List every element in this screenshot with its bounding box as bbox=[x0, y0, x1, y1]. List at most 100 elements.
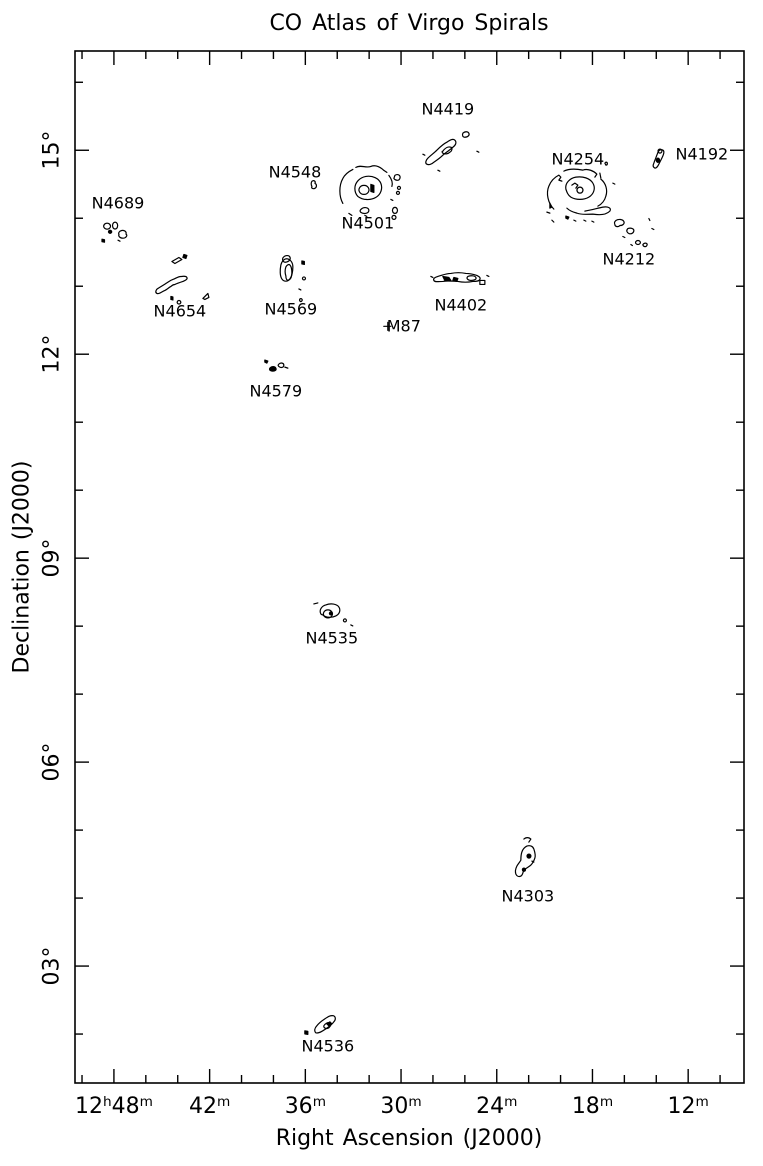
galaxy-contour bbox=[430, 272, 490, 286]
x-axis-title: Right Ascension (J2000) bbox=[275, 1126, 543, 1151]
contour-path bbox=[391, 206, 399, 214]
contour-path bbox=[476, 150, 480, 153]
contour-path bbox=[348, 212, 353, 217]
contour-path bbox=[390, 198, 394, 202]
contour-path bbox=[433, 272, 481, 283]
y-tick-label: 06° bbox=[39, 742, 65, 782]
contour-path bbox=[298, 288, 302, 291]
contour-path bbox=[364, 214, 368, 218]
contour-path bbox=[430, 275, 434, 279]
contour-path bbox=[396, 185, 402, 190]
y-tick-label: 15° bbox=[39, 130, 65, 170]
galaxy-contour bbox=[101, 221, 128, 243]
galaxy-label: N4402 bbox=[434, 295, 488, 315]
contour-path bbox=[388, 174, 393, 188]
contour-path bbox=[301, 276, 307, 281]
contour-path bbox=[549, 202, 553, 209]
galaxy-contour bbox=[279, 254, 307, 303]
plot-frame bbox=[74, 50, 745, 1084]
galaxy-contour bbox=[155, 253, 210, 305]
galaxy-label: N4548 bbox=[268, 162, 322, 182]
contour-path bbox=[486, 274, 490, 278]
contour-path bbox=[171, 256, 183, 265]
contour-path bbox=[103, 222, 112, 230]
galaxy-label: N4254 bbox=[551, 149, 605, 169]
contour-path bbox=[326, 1021, 333, 1027]
contour-path bbox=[393, 174, 401, 181]
contour-path bbox=[322, 609, 334, 619]
x-tick-label: 12h48m bbox=[74, 1093, 153, 1119]
contour-path bbox=[604, 161, 608, 166]
contour-path bbox=[176, 299, 182, 305]
contour-path bbox=[359, 207, 370, 215]
x-tick-label: 24m bbox=[476, 1093, 518, 1119]
contour-path bbox=[319, 603, 341, 618]
contour-path bbox=[117, 239, 121, 242]
contour-path bbox=[655, 157, 661, 164]
contour-path bbox=[441, 146, 453, 155]
galaxy-label: N4689 bbox=[91, 193, 145, 213]
contour-path bbox=[652, 149, 665, 169]
contour-path bbox=[284, 263, 293, 281]
contour-path bbox=[301, 260, 305, 266]
galaxy-contour bbox=[546, 161, 616, 223]
galaxy-label: N4536 bbox=[301, 1036, 355, 1056]
contour-path bbox=[565, 215, 570, 220]
contour-path bbox=[202, 292, 210, 301]
contour-path bbox=[521, 867, 527, 872]
contour-path bbox=[299, 298, 303, 303]
contour-path bbox=[111, 221, 119, 230]
contour-path bbox=[546, 174, 563, 210]
contour-path bbox=[264, 359, 269, 364]
galaxy-contour bbox=[652, 148, 665, 169]
chart-title: CO Atlas of Virgo Spirals bbox=[269, 11, 549, 36]
contour-path bbox=[583, 219, 587, 222]
contour-path bbox=[355, 165, 388, 174]
contour-path bbox=[514, 845, 536, 878]
y-tick-label: 09° bbox=[39, 538, 65, 578]
galaxy-contour bbox=[304, 1015, 336, 1035]
contour-path bbox=[304, 1030, 309, 1035]
contour-path bbox=[182, 253, 188, 260]
contour-path bbox=[626, 227, 635, 235]
galaxy-contour bbox=[514, 836, 536, 878]
contour-path bbox=[461, 131, 470, 138]
contour-path bbox=[612, 182, 616, 185]
contour-path bbox=[657, 148, 663, 154]
galaxy-label: N4303 bbox=[501, 886, 555, 906]
galaxy-label: N4579 bbox=[249, 381, 303, 401]
contour-path bbox=[563, 168, 598, 178]
y-tick-label: 03° bbox=[39, 946, 65, 986]
galaxy-contour bbox=[310, 180, 318, 190]
contour-path bbox=[284, 366, 289, 369]
contour-path bbox=[101, 238, 106, 243]
contour-path bbox=[613, 218, 625, 228]
contour-path bbox=[531, 860, 535, 863]
contour-path bbox=[452, 276, 459, 283]
x-tick-label: 36m bbox=[284, 1093, 326, 1119]
galaxy-label: N4212 bbox=[602, 249, 656, 269]
contour-path bbox=[546, 211, 551, 214]
contour-path bbox=[565, 176, 595, 200]
contour-path bbox=[442, 275, 452, 282]
contour-path bbox=[571, 182, 579, 189]
contour-path bbox=[591, 220, 595, 223]
contour-path bbox=[551, 219, 555, 223]
contour-path bbox=[358, 184, 370, 195]
galaxy-label: N4569 bbox=[264, 299, 318, 319]
contour-path bbox=[648, 217, 651, 222]
contour-path bbox=[526, 853, 532, 859]
contour-path bbox=[479, 279, 486, 286]
contour-path bbox=[523, 836, 532, 843]
galaxy-label: N4419 bbox=[421, 99, 475, 119]
contour-path bbox=[395, 190, 401, 195]
contour-path bbox=[597, 178, 608, 207]
contour-path bbox=[422, 153, 426, 156]
contour-path bbox=[339, 168, 354, 205]
galaxy-label: N4192 bbox=[675, 144, 729, 164]
contour-path bbox=[466, 275, 477, 282]
contour-path bbox=[630, 243, 633, 247]
galaxy-contour bbox=[313, 602, 354, 627]
galaxy-contour bbox=[264, 359, 289, 372]
